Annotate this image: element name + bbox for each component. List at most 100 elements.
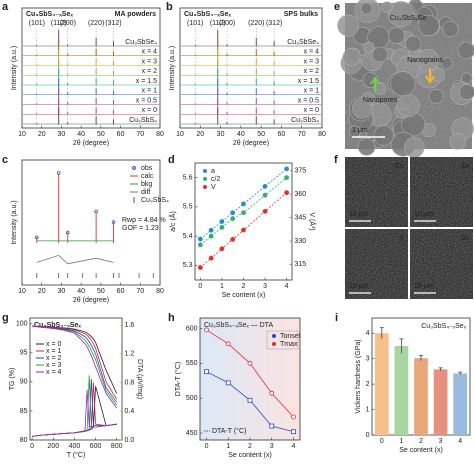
point [291,429,296,435]
x-tick-label: 1 [399,438,403,445]
annotation: GOF = 1.23 [122,225,159,232]
x-tick-label: 4 [458,438,462,445]
x-tick-label: 2 [419,438,423,445]
x-axis-label: 2θ (degree) [233,140,269,147]
plot-frame [21,159,161,286]
peak-label: (312) [266,20,282,27]
point [204,327,209,333]
series-line [32,386,117,437]
legend-marker [132,166,136,170]
x-tick-label: 2 [242,283,246,290]
legend-label: a [211,168,215,175]
legend-label: x = 2 [46,355,61,362]
series-line [32,325,118,403]
scale-bar-label: 10 μm [414,283,434,290]
point [197,242,203,248]
x-axis-label: Se content (x) [399,447,443,454]
y-tick-label: 5.4 [183,233,193,240]
x-axis-label: 2θ (degree) [73,140,109,147]
y-tick-label: 5.6 [183,174,193,181]
x-tick-label: 800 [111,443,123,450]
peak-label: (200) [60,20,76,27]
bar [453,373,468,435]
point [208,255,214,261]
bar [433,369,448,435]
arrow [425,68,435,84]
x-tick-label: 400 [69,443,81,450]
peak-label: (112) [51,20,67,27]
peak-label: (101) [29,20,45,27]
legend-label: diff [141,189,150,196]
x-tick-label: 0 [198,283,202,290]
series-label: Cu₃SbS₄ [129,117,157,124]
y-tick-label: 90 [20,379,28,386]
legend-marker [203,185,207,189]
panel-title: Cu₃SbS₄₋ₓSeₓ — DTA [204,322,273,329]
annotation: Nanopores [363,97,398,104]
series-label: x = 4 [142,49,157,56]
legend-label: x = 0 [46,341,61,348]
panel-letter: c [2,154,8,166]
x-tick-label: 3 [439,438,443,445]
y2-tick-label: 0.4 [125,408,135,415]
point [284,166,290,172]
y-tick-label: 100 [16,321,28,328]
eds-signal [410,229,473,299]
point [241,210,246,216]
panel-title: Cu₃SbS₄₋ₓSeₓ [34,322,81,329]
y2-tick-label: 375 [295,168,307,175]
legend-label: Tonset [280,333,301,340]
x-tick-label: 4 [292,443,296,450]
sem-noise [345,3,472,149]
map-element: Sb [460,163,469,170]
panel-letter: i [335,312,338,324]
point [230,237,236,242]
point [230,210,236,216]
bar [394,345,409,435]
point [247,360,253,366]
y2-tick-label: 345 [295,214,307,221]
series-line [32,382,117,437]
series-label: x = 2 [142,68,157,75]
panel-letter: f [334,154,338,166]
obs-point [56,171,61,175]
y-axis-label: Intensity (a.u.) [11,46,18,90]
y-tick-label: 3 [366,356,370,363]
series-label: Cu₃SbSe₄ [287,39,319,46]
x-tick-label: 20 [38,288,46,295]
panel-letter: a [2,1,9,13]
point [197,265,203,270]
y2-tick-label: 0.0 [125,437,135,444]
x-tick-label: 0 [30,443,34,450]
x-tick-label: 70 [298,131,306,138]
y2-tick-label: 0.8 [125,379,135,386]
y-axis-label: Intensity (a.u.) [11,200,18,244]
arrow [370,76,380,92]
point [208,233,214,239]
point [225,341,231,347]
x-tick-label: 30 [58,288,66,295]
point [241,201,246,207]
annotation: MA powders [115,11,156,18]
legend-marker [272,342,276,346]
peak-label: (200) [219,20,235,27]
legend-label: V [211,184,216,191]
map-element: Se [460,235,469,242]
y-tick-label: 550 [186,360,198,367]
y-tick-label: 95 [20,350,28,357]
point [204,369,209,375]
legend-label: calc [141,173,154,180]
eds-signal [345,229,408,299]
point [219,224,225,230]
x-tick-label: 20 [38,131,46,138]
x-tick-label: 3 [263,283,267,290]
legend-marker [203,169,207,173]
x-tick-label: 30 [58,131,66,138]
point [262,192,268,198]
point [219,246,225,252]
point [269,423,275,429]
peak-label: (101) [187,20,203,27]
x-axis-label: T (°C) [67,451,86,459]
x-tick-label: 200 [47,443,59,450]
